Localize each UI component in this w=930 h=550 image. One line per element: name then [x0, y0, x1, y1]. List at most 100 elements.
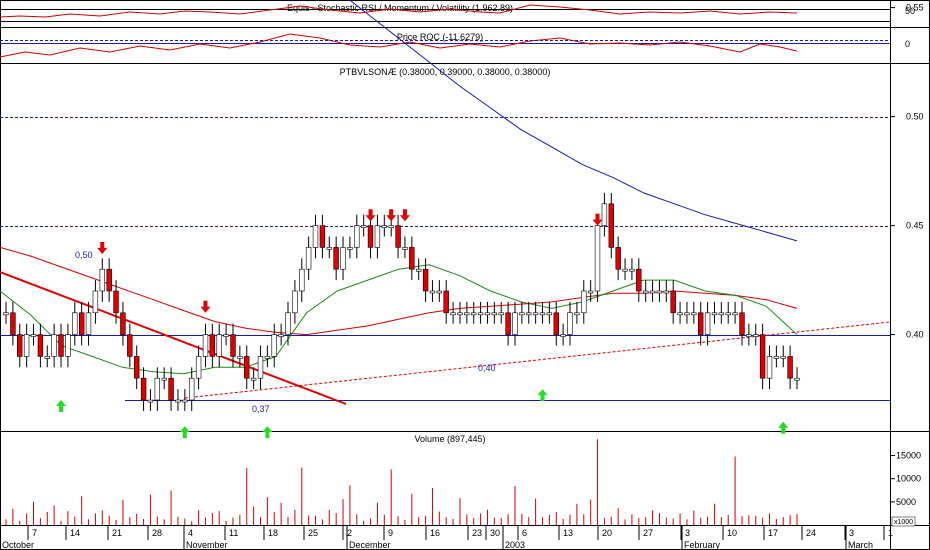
candle-body — [567, 312, 573, 335]
day-tick-label: 4 — [188, 528, 193, 538]
candle-body — [615, 247, 621, 270]
day-tick-label: 2 — [347, 528, 352, 538]
level-annotation-037: 0,37 — [252, 404, 270, 414]
candle-body — [168, 377, 174, 401]
candle-body — [374, 225, 381, 248]
candle-body — [477, 312, 484, 316]
candle-body — [746, 334, 752, 337]
candle-body — [512, 312, 518, 335]
candle-body — [560, 334, 566, 337]
horizontal-levels — [0, 40, 890, 401]
day-tick-label: 25 — [308, 528, 318, 538]
buy-signal-arrow — [56, 400, 67, 412]
volume-panel: 5000 10000 15000 x1000 — [5, 439, 921, 527]
candle-body — [656, 290, 663, 294]
candle-body — [642, 290, 649, 294]
volume-unit-box — [891, 516, 916, 527]
candle-body — [402, 247, 408, 250]
day-tick-label: 7 — [32, 528, 37, 538]
stoch-panel-title: Equis - Stochastic RSI / Momentum / Vola… — [287, 3, 513, 13]
candle-body — [299, 268, 305, 292]
price-panel-title: PTBVLSONÆ (0.38000, 0.39000, 0.38000, 0.… — [340, 67, 551, 77]
candle-body — [794, 377, 800, 381]
candle-body — [532, 312, 539, 316]
candle-body — [85, 312, 92, 335]
candle-body — [326, 247, 332, 250]
candle-body — [546, 312, 553, 316]
candle-body — [3, 312, 9, 316]
candle-body — [491, 312, 497, 316]
candle-body — [422, 268, 429, 292]
candle-body — [429, 290, 436, 294]
candle-body — [395, 225, 401, 248]
candle-body — [195, 356, 202, 379]
candle-body — [498, 312, 504, 316]
sell-signal-arrow — [200, 300, 211, 313]
day-tick-label: 6 — [522, 528, 527, 538]
candle-body — [739, 312, 745, 335]
candle-body — [147, 399, 154, 403]
month-label: October — [2, 540, 34, 550]
time-axis: 7 14 21 28 4 11 18 25 2 9 16 23 30 6 13 20 27 3 10 17 24 3 1Oc… — [0, 525, 893, 550]
sell-signal-arrow — [386, 209, 397, 222]
buy-signal-arrow — [778, 421, 789, 434]
candle-body — [99, 268, 106, 292]
candle-body — [759, 334, 766, 379]
signal-arrows — [56, 209, 789, 439]
day-tick-label: 18 — [268, 528, 278, 538]
candle-body — [636, 268, 642, 292]
candle-body — [691, 312, 697, 316]
day-tick-label: 16 — [430, 528, 440, 538]
candle-body — [161, 377, 167, 381]
candle-body — [319, 225, 326, 248]
candle-body — [37, 334, 44, 357]
candle-body — [718, 312, 725, 316]
day-tick-label: 30 — [490, 528, 500, 538]
day-tick-label: 21 — [112, 528, 122, 538]
candle-body — [436, 290, 442, 294]
day-tick-label: 24 — [806, 528, 816, 538]
volume-tick-label: 10000 — [896, 474, 921, 484]
candle-body — [65, 334, 71, 357]
volume-unit-label: x1000 — [894, 519, 913, 526]
candle-body — [470, 312, 477, 316]
day-tick-label: 3 — [685, 528, 690, 538]
candle-body — [574, 312, 580, 316]
candle-body — [381, 225, 387, 228]
candle-body — [113, 290, 119, 314]
sell-signal-arrow — [97, 241, 108, 254]
candle-body — [450, 312, 456, 316]
volume-panel-title: Volume (897,445) — [414, 434, 485, 444]
candle-body — [581, 290, 587, 314]
candle-body — [92, 290, 99, 314]
roc-panel-title: Price ROC (-11.6279) — [397, 32, 483, 42]
candle-body — [360, 225, 367, 228]
buy-signal-arrow — [537, 389, 548, 402]
downtrend-line — [0, 271, 347, 405]
candle-body — [354, 225, 360, 248]
candle-body — [649, 290, 656, 294]
volume-tick-label: 15000 — [896, 451, 921, 461]
candle-body — [257, 356, 264, 379]
candle-body — [388, 225, 394, 228]
month-label: February — [684, 540, 721, 550]
candle-body — [677, 312, 683, 316]
candle-body — [484, 312, 491, 316]
candle-body — [622, 268, 628, 272]
candle-body — [697, 312, 704, 335]
candle-body — [154, 377, 160, 401]
candle-body — [711, 312, 718, 316]
buy-signal-arrow — [179, 426, 190, 439]
candle-body — [340, 247, 346, 270]
stoch-axis-label: 50 — [905, 6, 915, 16]
candle-body — [30, 334, 37, 337]
day-tick-label: 3 — [849, 528, 854, 538]
candle-body — [780, 356, 786, 359]
candle-body — [79, 312, 85, 335]
candle-body — [594, 225, 601, 292]
month-label: December — [349, 540, 391, 550]
day-tick-label: 13 — [563, 528, 573, 538]
candle-body — [684, 312, 690, 316]
